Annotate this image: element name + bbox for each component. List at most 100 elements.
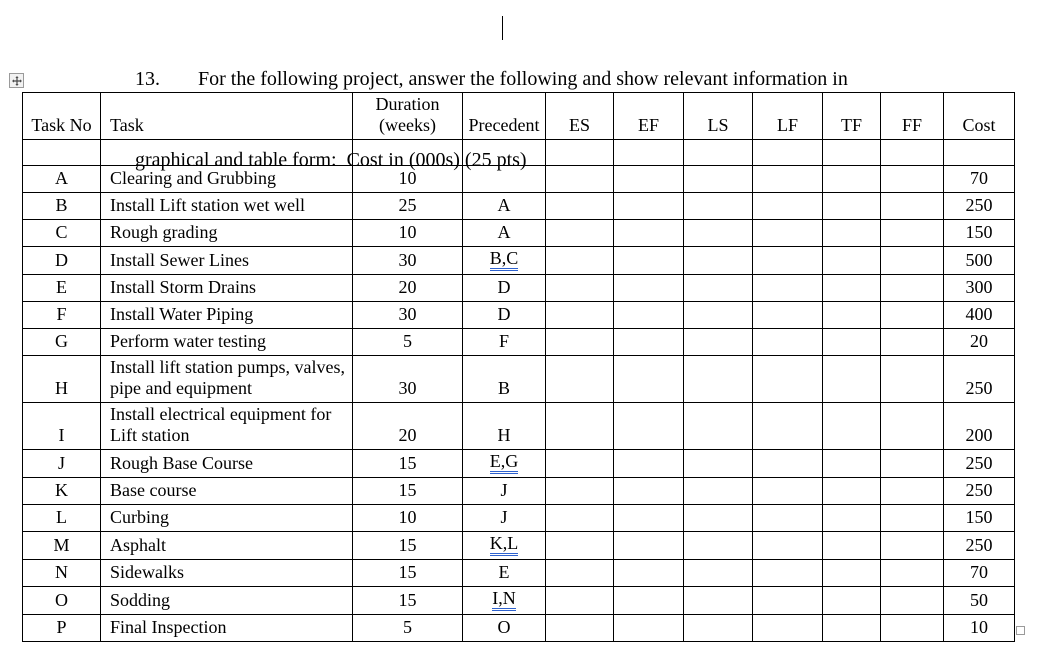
- cell-es[interactable]: [545, 477, 614, 505]
- cell-precedent[interactable]: B,C: [462, 246, 546, 275]
- cell-ls[interactable]: [683, 402, 753, 450]
- cell-tf[interactable]: [822, 586, 881, 615]
- cell-lf[interactable]: [752, 192, 823, 220]
- cell-cost[interactable]: 400: [943, 301, 1015, 329]
- cell-ef[interactable]: [613, 614, 684, 642]
- spacer-cell[interactable]: [100, 139, 353, 166]
- spacer-cell[interactable]: [822, 139, 881, 166]
- cell-ls[interactable]: [683, 192, 753, 220]
- cell-tf[interactable]: [822, 165, 881, 193]
- cell-ff[interactable]: [880, 301, 944, 329]
- cell-ef[interactable]: [613, 274, 684, 302]
- cell-cost[interactable]: 200: [943, 402, 1015, 450]
- cell-cost[interactable]: 250: [943, 477, 1015, 505]
- cell-duration[interactable]: 10: [352, 504, 463, 532]
- table-resize-handle[interactable]: [1016, 626, 1025, 635]
- cell-lf[interactable]: [752, 355, 823, 403]
- cell-precedent[interactable]: I,N: [462, 586, 546, 615]
- cell-duration[interactable]: 15: [352, 531, 463, 560]
- cell-ls[interactable]: [683, 504, 753, 532]
- cell-ff[interactable]: [880, 449, 944, 478]
- cell-tf[interactable]: [822, 192, 881, 220]
- cell-precedent[interactable]: K,L: [462, 531, 546, 560]
- cell-task-no[interactable]: K: [22, 477, 101, 505]
- cell-cost[interactable]: 150: [943, 219, 1015, 247]
- cell-ff[interactable]: [880, 328, 944, 356]
- cell-es[interactable]: [545, 559, 614, 587]
- cell-ls[interactable]: [683, 274, 753, 302]
- cell-duration[interactable]: 30: [352, 301, 463, 329]
- cell-es[interactable]: [545, 402, 614, 450]
- cell-task-no[interactable]: P: [22, 614, 101, 642]
- spacer-cell[interactable]: [462, 139, 546, 166]
- cell-duration[interactable]: 10: [352, 219, 463, 247]
- cell-tf[interactable]: [822, 355, 881, 403]
- cell-task[interactable]: Final Inspection: [100, 614, 353, 642]
- cell-duration[interactable]: 20: [352, 402, 463, 450]
- cell-ls[interactable]: [683, 477, 753, 505]
- column-header-ef[interactable]: EF: [613, 92, 684, 140]
- cell-cost[interactable]: 250: [943, 192, 1015, 220]
- column-header-precedent[interactable]: Precedent: [462, 92, 546, 140]
- cell-duration[interactable]: 15: [352, 477, 463, 505]
- cell-lf[interactable]: [752, 219, 823, 247]
- cell-ef[interactable]: [613, 246, 684, 275]
- spacer-cell[interactable]: [880, 139, 944, 166]
- cell-tf[interactable]: [822, 301, 881, 329]
- cell-es[interactable]: [545, 192, 614, 220]
- cell-lf[interactable]: [752, 328, 823, 356]
- cell-lf[interactable]: [752, 586, 823, 615]
- cell-es[interactable]: [545, 219, 614, 247]
- cell-task[interactable]: Install lift station pumps, valves, pipe…: [100, 355, 353, 403]
- cell-precedent[interactable]: H: [462, 402, 546, 450]
- cell-ls[interactable]: [683, 449, 753, 478]
- cell-cost[interactable]: 70: [943, 165, 1015, 193]
- cell-duration[interactable]: 10: [352, 165, 463, 193]
- cell-precedent[interactable]: D: [462, 301, 546, 329]
- cell-lf[interactable]: [752, 301, 823, 329]
- cell-tf[interactable]: [822, 246, 881, 275]
- cell-cost[interactable]: 500: [943, 246, 1015, 275]
- cell-ef[interactable]: [613, 402, 684, 450]
- cell-es[interactable]: [545, 246, 614, 275]
- cell-es[interactable]: [545, 328, 614, 356]
- spacer-cell[interactable]: [22, 139, 101, 166]
- cell-duration[interactable]: 5: [352, 328, 463, 356]
- cell-lf[interactable]: [752, 504, 823, 532]
- cell-task[interactable]: Install Storm Drains: [100, 274, 353, 302]
- cell-task-no[interactable]: B: [22, 192, 101, 220]
- cell-task-no[interactable]: D: [22, 246, 101, 275]
- cell-es[interactable]: [545, 274, 614, 302]
- cell-es[interactable]: [545, 614, 614, 642]
- cell-ef[interactable]: [613, 328, 684, 356]
- cell-ef[interactable]: [613, 504, 684, 532]
- cell-precedent[interactable]: A: [462, 219, 546, 247]
- cell-cost[interactable]: 20: [943, 328, 1015, 356]
- spacer-cell[interactable]: [352, 139, 463, 166]
- cell-tf[interactable]: [822, 504, 881, 532]
- cell-duration[interactable]: 30: [352, 246, 463, 275]
- cell-precedent[interactable]: J: [462, 477, 546, 505]
- cell-cost[interactable]: 10: [943, 614, 1015, 642]
- cell-ff[interactable]: [880, 531, 944, 560]
- cell-ls[interactable]: [683, 531, 753, 560]
- cell-task-no[interactable]: L: [22, 504, 101, 532]
- cell-tf[interactable]: [822, 328, 881, 356]
- cell-duration[interactable]: 15: [352, 449, 463, 478]
- cell-cost[interactable]: 300: [943, 274, 1015, 302]
- cell-precedent[interactable]: J: [462, 504, 546, 532]
- cell-ef[interactable]: [613, 301, 684, 329]
- cell-ff[interactable]: [880, 559, 944, 587]
- cell-lf[interactable]: [752, 402, 823, 450]
- column-header-tf[interactable]: TF: [822, 92, 881, 140]
- cell-task-no[interactable]: C: [22, 219, 101, 247]
- cell-tf[interactable]: [822, 219, 881, 247]
- cell-es[interactable]: [545, 531, 614, 560]
- cell-task-no[interactable]: J: [22, 449, 101, 478]
- cell-duration[interactable]: 5: [352, 614, 463, 642]
- cell-ff[interactable]: [880, 355, 944, 403]
- cell-task-no[interactable]: A: [22, 165, 101, 193]
- cell-task[interactable]: Install electrical equipment for Lift st…: [100, 402, 353, 450]
- cell-precedent[interactable]: O: [462, 614, 546, 642]
- cell-ls[interactable]: [683, 328, 753, 356]
